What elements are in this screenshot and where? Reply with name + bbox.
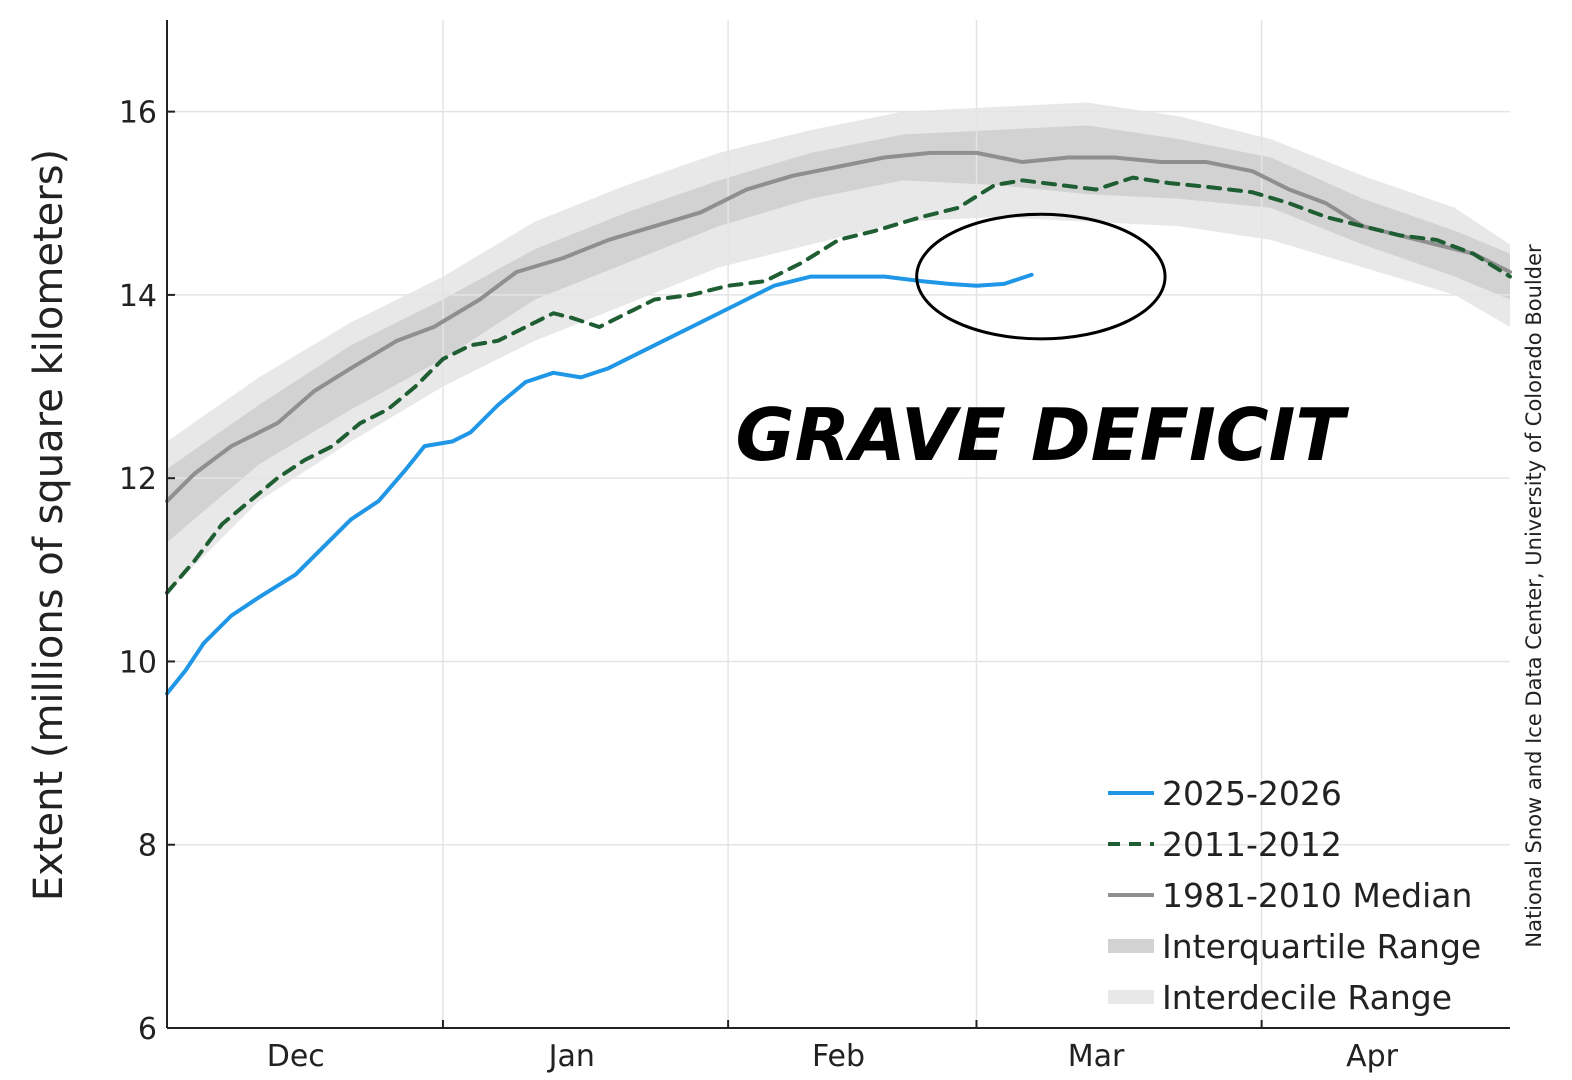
x-tick-label: Jan	[547, 1039, 595, 1074]
legend-item-interdecile-swatch	[1108, 990, 1154, 1004]
x-tick-label: Apr	[1346, 1039, 1399, 1074]
y-tick-label: 12	[119, 462, 157, 497]
data-series	[165, 150, 1512, 696]
legend-item-2011-2012-label: 2011-2012	[1162, 825, 1342, 864]
annotation: GRAVE DEFICIT	[735, 212, 1349, 477]
series-2025-2026	[165, 272, 1034, 696]
x-tick-label: Feb	[812, 1039, 865, 1074]
credit-text: National Snow and Ice Data Center, Unive…	[1522, 244, 1546, 948]
highlight-ellipse	[915, 212, 1167, 341]
y-tick-label: 14	[119, 279, 157, 314]
x-tick-label: Dec	[267, 1039, 325, 1074]
y-axis-title: Extent (millions of square kilometers)	[26, 149, 72, 901]
y-tick-label: 10	[119, 645, 157, 680]
interquartile-band	[167, 125, 1510, 543]
legend: 2025-2026 2011-2012 1981-2010 Median Interq…	[1108, 774, 1481, 1017]
x-tick-label: Mar	[1068, 1039, 1125, 1074]
y-tick-label: 6	[138, 1012, 157, 1047]
series-median	[165, 150, 1512, 504]
range-bands	[167, 102, 1510, 593]
legend-item-2025-2026-label: 2025-2026	[1162, 774, 1342, 813]
interdecile-band	[167, 102, 1510, 593]
y-tick-label: 8	[138, 829, 157, 864]
axes: 6 8 10 12 14 16 Dec Jan Feb Mar Apr	[119, 20, 1510, 1074]
grave-deficit-annotation: GRAVE DEFICIT	[735, 393, 1349, 477]
legend-item-interquartile-swatch	[1108, 939, 1154, 953]
legend-item-interquartile-label: Interquartile Range	[1162, 927, 1481, 966]
gridlines	[167, 20, 1510, 1028]
legend-item-median-label: 1981-2010 Median	[1162, 876, 1472, 915]
y-tick-label: 16	[119, 96, 157, 131]
legend-item-interdecile-label: Interdecile Range	[1162, 978, 1452, 1017]
series-2011-2012	[165, 175, 1512, 595]
